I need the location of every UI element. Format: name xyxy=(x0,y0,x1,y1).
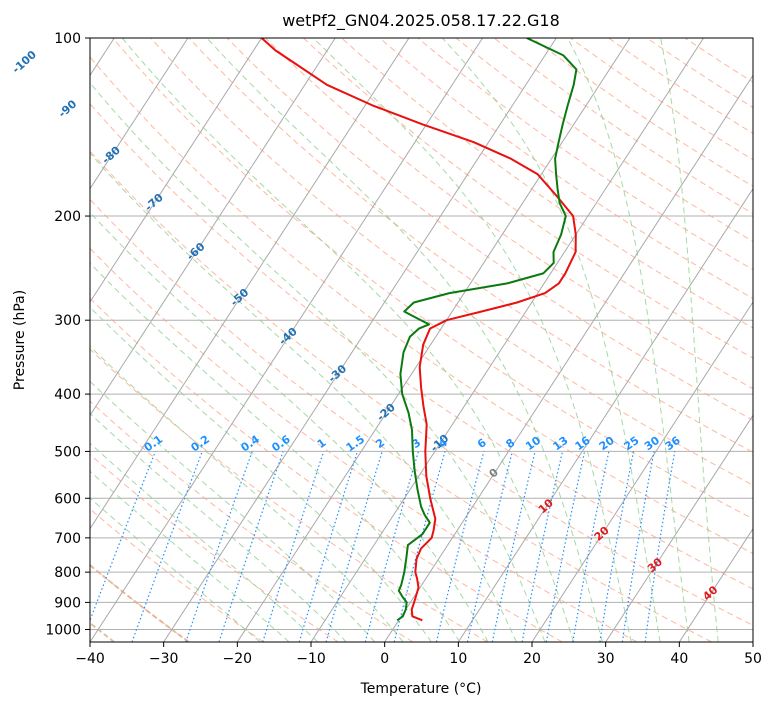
x-tick-label: −20 xyxy=(223,651,253,667)
x-tick-label: 20 xyxy=(523,651,541,667)
y-tick-label: 100 xyxy=(54,31,81,47)
y-tick-label: 1000 xyxy=(45,622,81,638)
y-tick-label: 700 xyxy=(54,531,81,547)
y-axis-label: Pressure (hPa) xyxy=(12,290,28,390)
x-tick-label: −40 xyxy=(75,651,105,667)
x-tick-label: 0 xyxy=(380,651,389,667)
y-tick-label: 500 xyxy=(54,444,81,460)
x-tick-label: 30 xyxy=(597,651,615,667)
x-tick-label: 50 xyxy=(744,651,762,667)
y-tick-label: 400 xyxy=(54,387,81,403)
x-tick-label: −30 xyxy=(149,651,179,667)
x-axis-label: Temperature (°C) xyxy=(360,681,482,697)
y-tick-label: 600 xyxy=(54,491,81,507)
chart-title: wetPf2_GN04.2025.058.17.22.G18 xyxy=(282,11,560,31)
x-tick-label: 40 xyxy=(670,651,688,667)
x-tick-label: −10 xyxy=(296,651,326,667)
y-tick-label: 300 xyxy=(54,313,81,329)
y-tick-label: 900 xyxy=(54,595,81,611)
x-tick-label: 10 xyxy=(449,651,467,667)
plot-background xyxy=(90,38,753,642)
y-tick-label: 800 xyxy=(54,565,81,581)
y-tick-label: 200 xyxy=(54,209,81,225)
